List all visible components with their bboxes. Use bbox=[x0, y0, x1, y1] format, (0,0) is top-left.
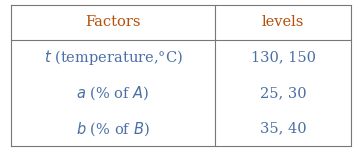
Text: Factors: Factors bbox=[85, 15, 141, 29]
Text: $a$ (% of $A$): $a$ (% of $A$) bbox=[76, 84, 150, 102]
Text: 130, 150: 130, 150 bbox=[251, 51, 316, 65]
Text: 35, 40: 35, 40 bbox=[260, 122, 307, 136]
Text: 25, 30: 25, 30 bbox=[260, 86, 307, 100]
Text: $b$ (% of $B$): $b$ (% of $B$) bbox=[76, 120, 150, 138]
Text: levels: levels bbox=[262, 15, 304, 29]
Text: $t$ (temperature,°C): $t$ (temperature,°C) bbox=[44, 48, 182, 67]
